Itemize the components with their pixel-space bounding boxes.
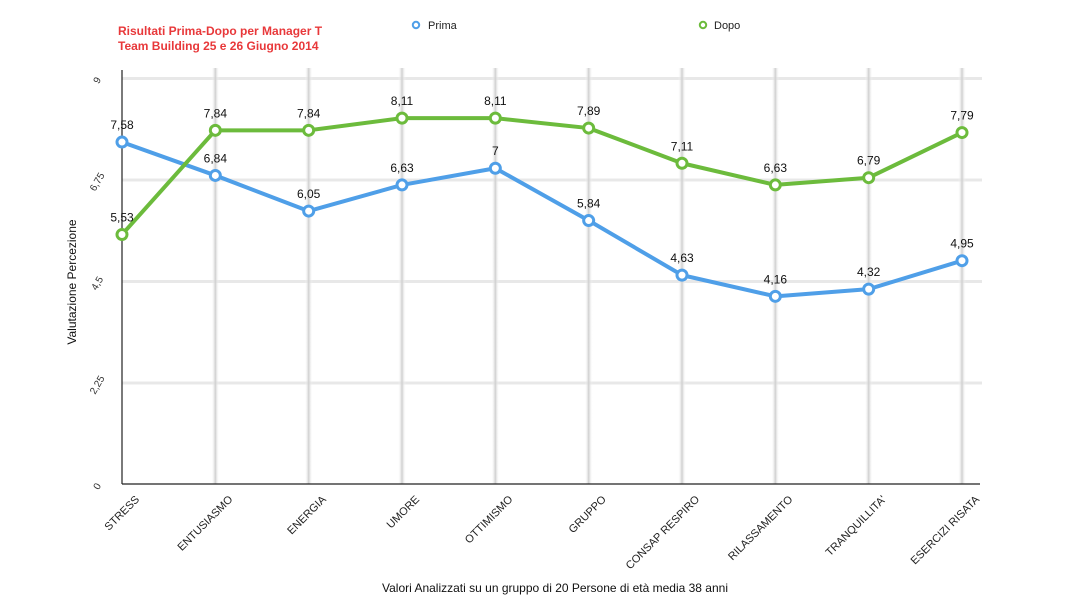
data-point-dopo bbox=[115, 228, 129, 242]
h-grid-line bbox=[122, 178, 982, 182]
y-tick-label: 4,5 bbox=[90, 275, 107, 293]
data-label-dopo: 7,84 bbox=[204, 106, 228, 120]
x-tick-label: OTTIMISMO bbox=[463, 493, 516, 546]
y-tick-label: 0 bbox=[92, 481, 105, 492]
h-grid-line bbox=[122, 280, 982, 283]
data-point-prima bbox=[582, 214, 596, 228]
data-label-dopo: 8,11 bbox=[484, 94, 507, 108]
data-point-prima bbox=[395, 178, 409, 192]
data-label-dopo: 7,79 bbox=[950, 109, 974, 123]
v-grid-line bbox=[584, 68, 593, 484]
data-point-prima bbox=[488, 161, 502, 175]
data-point-prima bbox=[208, 168, 222, 182]
data-point-prima bbox=[115, 135, 129, 149]
data-label-prima: 6,84 bbox=[204, 151, 228, 165]
y-axis-title: Valutazione Percezione bbox=[65, 219, 79, 345]
data-label-dopo: 8,11 bbox=[391, 94, 414, 108]
data-label-layer: 7,58 6,84 6,05 6,63 7 5,84 4,63 4,16 4,32 4,95 5,5… bbox=[110, 94, 974, 286]
data-point-prima bbox=[768, 289, 782, 303]
legend-marker-prima bbox=[411, 20, 421, 30]
legend-label-prima: Prima bbox=[428, 20, 458, 32]
x-tick-label: TRANQUILLITA' bbox=[824, 494, 889, 559]
data-point-prima bbox=[675, 268, 689, 282]
v-grid-line bbox=[398, 68, 406, 484]
x-tick-label: ESERCIZI RISATA bbox=[909, 493, 983, 567]
data-label-prima: 4,16 bbox=[764, 272, 788, 286]
y-tick-label: 9 bbox=[92, 75, 105, 86]
data-point-dopo bbox=[395, 111, 409, 125]
data-label-dopo: 7,11 bbox=[671, 139, 694, 153]
v-grid-line bbox=[771, 68, 780, 484]
v-grid-line bbox=[491, 68, 500, 484]
series-line-dopo bbox=[120, 116, 964, 237]
x-tick-label: ENERGIA bbox=[285, 493, 329, 537]
data-point-dopo bbox=[488, 111, 502, 125]
data-label-prima: 6,05 bbox=[297, 187, 321, 201]
data-point-dopo bbox=[675, 156, 689, 170]
data-label-prima: 4,63 bbox=[670, 251, 694, 265]
data-point-dopo bbox=[955, 126, 969, 140]
data-label-dopo: 7,84 bbox=[297, 106, 321, 120]
data-label-dopo: 7,89 bbox=[577, 104, 601, 118]
legend: Prima Dopo bbox=[411, 20, 740, 32]
legend-label-dopo: Dopo bbox=[714, 20, 740, 32]
v-grid-line bbox=[864, 68, 873, 484]
data-point-prima bbox=[862, 282, 876, 296]
data-label-prima: 5,84 bbox=[577, 197, 601, 211]
chart-title: Risultati Prima-Dopo per Manager T bbox=[118, 24, 323, 38]
v-grid-line bbox=[958, 68, 966, 484]
y-tick-label: 6,75 bbox=[88, 171, 107, 194]
data-label-prima: 4,95 bbox=[950, 237, 974, 251]
h-grid-line bbox=[122, 77, 982, 80]
v-grid-line bbox=[211, 68, 220, 484]
series-line-prima bbox=[120, 140, 964, 299]
v-grid-line bbox=[304, 68, 313, 484]
data-point-prima bbox=[955, 254, 969, 268]
data-label-dopo: 6,63 bbox=[764, 161, 788, 175]
series-layer bbox=[115, 111, 969, 303]
data-point-dopo bbox=[302, 123, 316, 137]
data-point-dopo bbox=[208, 123, 222, 137]
data-label-prima: 6,63 bbox=[390, 161, 414, 175]
x-tick-label: CONSAP RESPIRO bbox=[624, 493, 703, 572]
x-tick-label: GRUPPO bbox=[567, 493, 610, 536]
data-label-dopo: 6,79 bbox=[857, 154, 881, 168]
legend-marker-dopo bbox=[698, 20, 708, 30]
data-label-prima: 7 bbox=[492, 144, 499, 158]
data-point-dopo bbox=[768, 178, 782, 192]
data-point-dopo bbox=[582, 121, 596, 135]
data-label-dopo: 5,53 bbox=[110, 211, 134, 225]
chart-subtitle: Team Building 25 e 26 Giugno 2014 bbox=[118, 39, 319, 53]
x-tick-label: RILASSAMENTO bbox=[726, 493, 796, 563]
data-label-prima: 7,58 bbox=[110, 118, 134, 132]
h-grid-line bbox=[122, 381, 982, 385]
x-tick-label: ENTUSIASMO bbox=[176, 493, 236, 553]
x-axis-title: Valori Analizzati su un gruppo di 20 Per… bbox=[382, 581, 728, 595]
data-point-prima bbox=[302, 204, 316, 218]
data-point-dopo bbox=[862, 171, 876, 185]
data-label-prima: 4,32 bbox=[857, 265, 881, 279]
x-tick-label: STRESS bbox=[103, 494, 143, 534]
x-tick-label: UMORE bbox=[385, 494, 422, 531]
axis-layer: 0 2,25 4,5 6,75 9 STRESS ENTUSIASMO ENERGIA UMOR… bbox=[88, 70, 983, 572]
y-tick-label: 2,25 bbox=[88, 374, 107, 397]
